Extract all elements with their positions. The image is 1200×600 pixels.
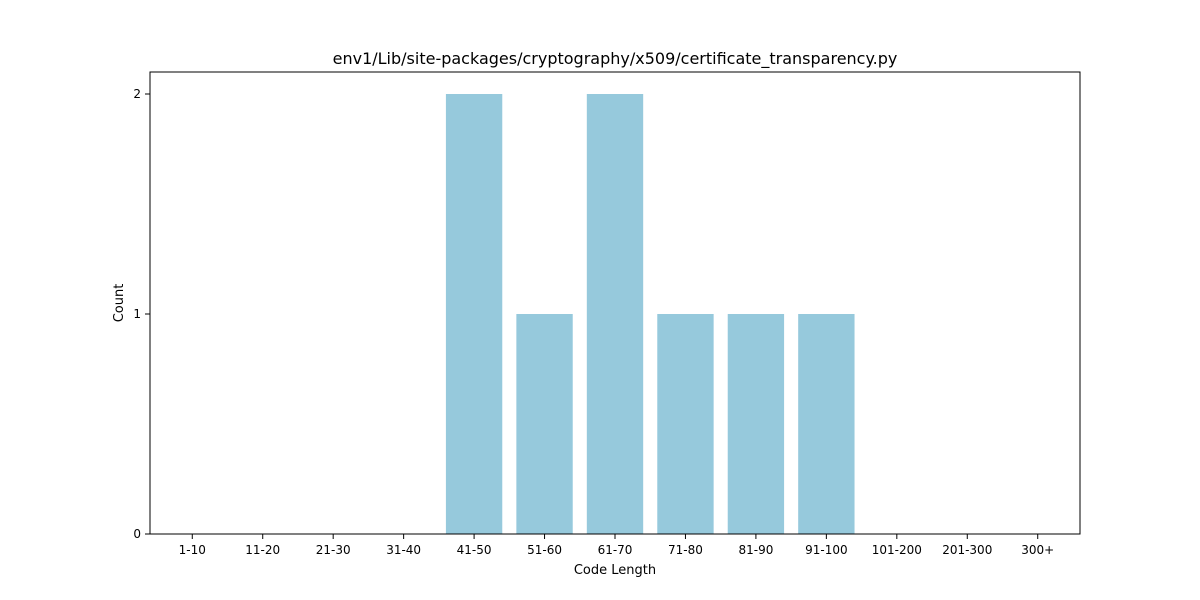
y-axis: 0 1 2 [133,87,150,541]
x-tick-label: 11-20 [245,543,280,557]
x-tick-label: 61-70 [598,543,633,557]
bars-group [445,94,855,534]
x-tick-label: 81-90 [738,543,773,557]
x-axis-label: Code Length [574,563,656,578]
x-tick-label: 101-200 [872,543,922,557]
x-tick-label: 201-300 [942,543,992,557]
bar-41-50 [445,94,503,534]
x-tick-label: 51-60 [527,543,562,557]
x-tick-label: 21-30 [316,543,351,557]
bar-51-60 [516,314,573,534]
x-tick-label: 91-100 [805,543,848,557]
y-tick-label: 2 [133,87,141,101]
y-tick-label: 0 [133,527,141,541]
x-tick-label: 41-50 [457,543,492,557]
bar-71-80 [657,314,714,534]
bar-81-90 [727,314,785,534]
x-tick-label: 1-10 [179,543,206,557]
bar-91-100 [798,314,855,534]
chart-title: env1/Lib/site-packages/cryptography/x509… [333,49,898,69]
x-axis: 1-10 11-20 21-30 31-40 41-50 51-60 61-70 71-80 8… [179,534,1054,557]
y-axis-label: Count [112,284,127,323]
x-tick-label: 71-80 [668,543,703,557]
x-tick-label: 300+ [1021,543,1054,557]
x-tick-label: 31-40 [386,543,421,557]
bar-61-70 [586,94,644,534]
y-tick-label: 1 [133,307,141,321]
